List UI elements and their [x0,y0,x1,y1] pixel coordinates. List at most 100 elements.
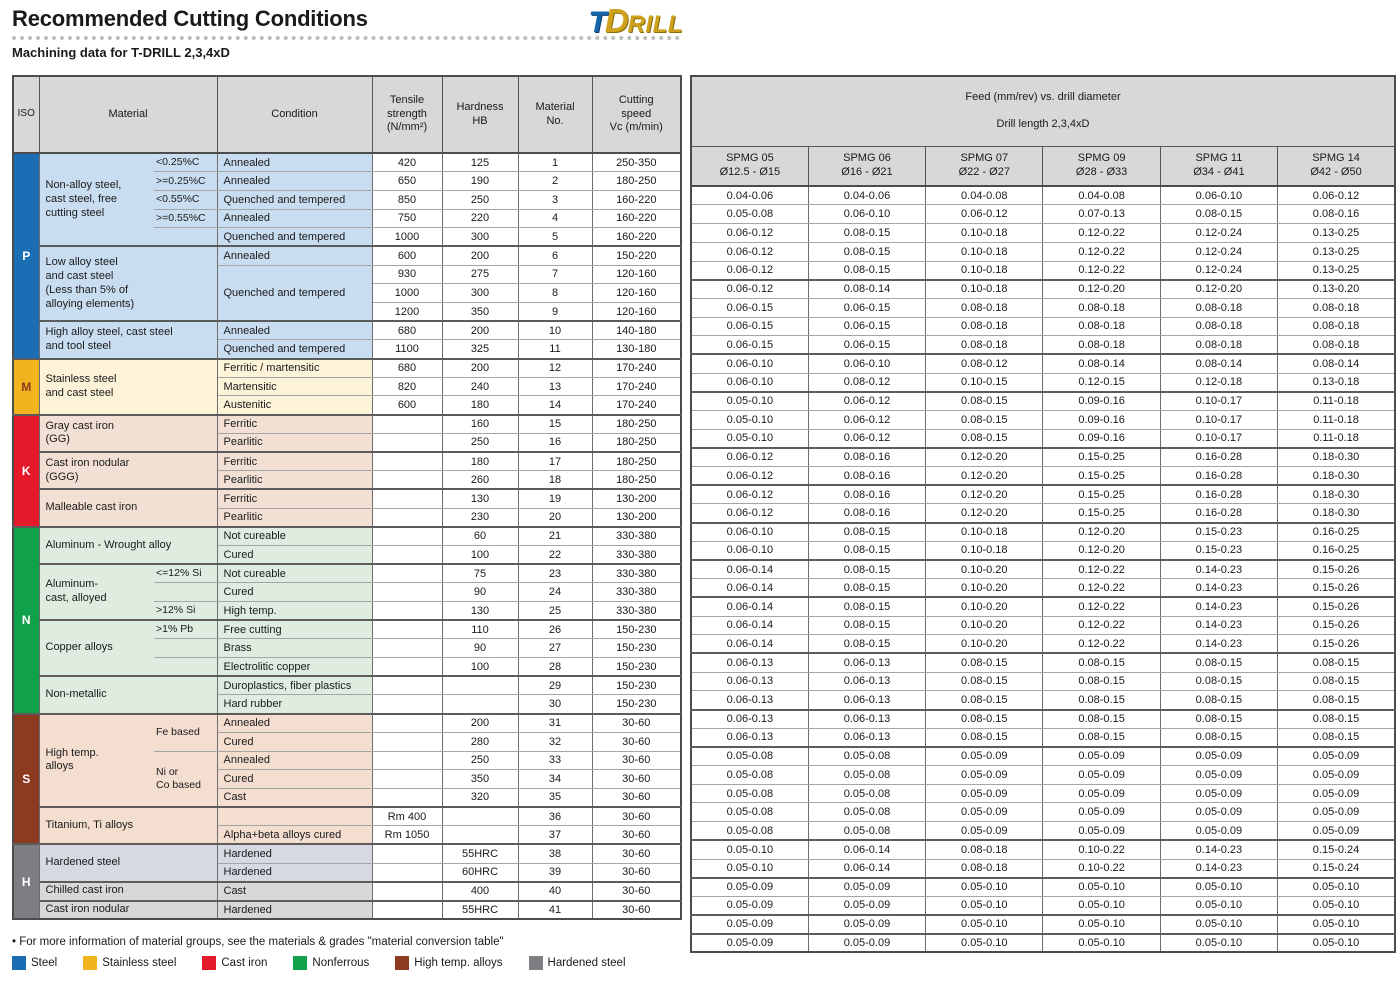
hardness-cell: 90 [441,582,519,602]
feed-cell: 0.08-0.15 [925,428,1044,449]
tensile-strength-cell [371,413,443,434]
material-table-row: S High temp. alloys Fe based Annealed 200 31 3… [12,712,682,845]
feed-cell: 0.05-0.10 [690,410,809,430]
legend: Steel Stainless steel Cast iron Nonferrous H… [12,956,626,970]
feed-cell: 0.15-0.25 [1042,484,1161,505]
feed-cell: 0.06-0.15 [690,335,809,355]
feed-cell: 0.12-0.20 [1042,521,1161,542]
material-no-cell: 4 [517,208,593,229]
feed-cell: 0.04-0.08 [1042,185,1161,206]
material-table-row: >12% Si High temp. 130 25 330-380 [13,601,682,621]
feed-cell: 0.05-0.08 [690,745,809,767]
feed-cell: 0.12-0.20 [925,466,1044,486]
tensile-strength-cell: 850 [371,189,443,210]
feed-cell: 0.06-0.10 [690,540,809,561]
cutting-speed-cell: 330-380 [591,525,682,546]
feed-cell: 0.06-0.12 [690,446,809,468]
feed-cell: 0.05-0.08 [807,802,927,823]
feed-table-row: 0.05-0.08 0.05-0.08 0.05-0.09 0.05-0.09 0.05… [690,802,1396,823]
feed-cell: 0.12-0.22 [1042,615,1161,636]
hardness-cell: 130 [441,601,519,621]
feed-cell: 0.08-0.18 [1042,335,1161,355]
cutting-speed-cell: 130-200 [591,507,682,528]
feed-cell: 0.08-0.18 [1277,335,1396,355]
feed-cell: 0.06-0.12 [1277,185,1396,206]
feed-cell: 0.05-0.10 [1277,914,1396,935]
feed-cell: 0.08-0.16 [807,503,927,524]
feed-cell: 0.05-0.09 [690,932,809,953]
feed-cell: 0.06-0.13 [807,708,927,729]
feed-table-row: 0.06-0.12 0.08-0.16 0.12-0.20 0.15-0.25 0.16… [690,466,1396,486]
material-no-cell: 12 [517,357,593,378]
material-table-row: Titanium, Ti alloys Rm 400 36 30-60 [13,806,682,845]
feed-cell: 0.08-0.15 [1159,204,1279,225]
feed-cell: 0.05-0.10 [690,428,809,449]
feed-cell: 0.06-0.12 [690,503,809,524]
hardness-cell: 275 [441,264,519,285]
cutting-speed-cell: 30-60 [591,862,682,883]
feed-cell: 0.06-0.14 [690,596,809,617]
condition-cell: Not cureable [216,525,373,546]
material-table-row: H Hardened steel Hardened 55HRC 38 30-60 [12,843,682,920]
feed-cell: 0.08-0.18 [1277,297,1396,318]
feed-cell: 0.05-0.10 [1277,876,1396,897]
cutting-speed-cell: 30-60 [591,825,682,845]
feed-cell: 0.05-0.09 [807,876,927,897]
material-no-cell: 11 [517,339,593,360]
title-rule [12,36,680,40]
feed-cell: 0.08-0.14 [1042,353,1161,374]
feed-cell: 0.12-0.22 [1042,223,1161,243]
feed-cell: 0.12-0.22 [1042,260,1161,281]
feed-cell: 0.08-0.12 [925,353,1044,374]
material-no-cell: 15 [517,413,593,434]
feed-cell: 0.08-0.16 [807,466,927,486]
feed-table-row: 0.06-0.10 0.08-0.15 0.10-0.18 0.12-0.20 0.15… [690,521,1396,542]
feed-cell: 0.05-0.09 [690,876,809,897]
feed-cell: 0.10-0.15 [925,372,1044,393]
feed-cell: 0.05-0.10 [925,932,1044,953]
feed-cell: 0.05-0.10 [690,390,809,411]
material-no-cell: 19 [517,488,593,509]
condition-cell: Ferritic [216,451,373,472]
feed-cell: 0.08-0.15 [1159,690,1279,710]
material-no-cell: 8 [517,283,593,303]
feed-table-row: 0.05-0.10 0.06-0.12 0.08-0.15 0.09-0.16 0.10… [690,428,1396,449]
tensile-strength-cell: 750 [371,208,443,229]
material-table-row: Pearlitic 250 16 180-250 [13,432,682,453]
tensile-strength-cell [371,750,443,771]
material-no-cell: 20 [517,507,593,528]
hardness-cell: 200 [441,712,519,733]
feed-cell: 0.08-0.15 [1159,671,1279,692]
material-no-cell: 23 [517,563,593,584]
feed-cell: 0.05-0.09 [925,802,1044,823]
feed-cell: 0.06-0.12 [807,410,927,430]
material-no-cell: 16 [517,432,593,453]
feed-cell: 0.11-0.18 [1277,410,1396,430]
material-table-row: Electrolitic copper 100 28 150-230 [13,657,682,677]
tensile-strength-cell: 680 [371,320,443,341]
feed-cell: 0.06-0.14 [807,839,927,860]
feed-cell: 0.12-0.20 [925,503,1044,524]
feed-table-row: 0.05-0.10 0.06-0.12 0.08-0.15 0.09-0.16 0.10… [690,390,1396,411]
feed-cell: 0.06-0.13 [807,652,927,673]
feed-table-row: 0.06-0.14 0.08-0.15 0.10-0.20 0.12-0.22 0.14… [690,634,1396,654]
feed-cell: 0.04-0.08 [925,185,1044,206]
feed-table-row: 0.06-0.13 0.06-0.13 0.08-0.15 0.08-0.15 0.08… [690,708,1396,729]
feed-cell: 0.06-0.13 [807,671,927,692]
hardness-cell: 60 [441,525,519,546]
brand-logo: TDRILL [535,2,683,40]
feed-cell: 0.12-0.22 [1042,241,1161,262]
feed-table-row: 0.05-0.09 0.05-0.09 0.05-0.10 0.05-0.10 0.05… [690,932,1396,953]
material-table-row: Cured 280 32 30-60 [13,731,682,752]
feed-cell: 0.10-0.18 [925,241,1044,262]
material-no-cell: 1 [517,152,593,173]
feed-cell: 0.12-0.18 [1159,372,1279,393]
feed-cell: 0.06-0.13 [807,727,927,748]
feed-cell: 0.08-0.15 [807,634,927,654]
feed-table-row: 0.06-0.13 0.06-0.13 0.08-0.15 0.08-0.15 0.08… [690,690,1396,710]
material-no-cell: 36 [517,806,593,827]
feed-cell: 0.08-0.15 [1042,652,1161,673]
feed-cell: 0.05-0.09 [1277,783,1396,804]
condition-cell: Annealed [216,245,373,266]
tensile-strength-cell [371,694,443,715]
